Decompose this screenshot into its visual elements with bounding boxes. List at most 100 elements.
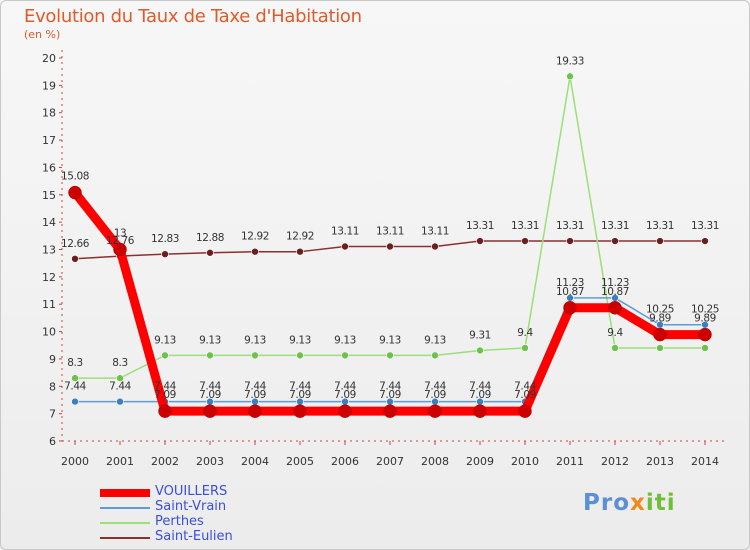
- legend-swatch-saint-vrain: [100, 507, 150, 509]
- data-point: [203, 404, 217, 418]
- data-label: 7.09: [469, 389, 491, 401]
- logo-part-1: Pro: [583, 490, 631, 516]
- chart-title: Evolution du Taux de Taxe d'Habitation: [24, 6, 362, 27]
- data-label: 7.09: [244, 389, 266, 401]
- data-point: [251, 351, 259, 360]
- data-label: 15.08: [61, 171, 89, 183]
- data-label: 9.13: [334, 334, 356, 346]
- data-label: 10.87: [601, 286, 629, 298]
- data-point: [476, 346, 484, 355]
- data-point: [296, 247, 304, 256]
- data-point: [161, 250, 169, 258]
- data-label: 7.09: [289, 389, 311, 401]
- y-tick-label: 8: [49, 380, 56, 393]
- data-point: [698, 327, 712, 342]
- data-point: [248, 404, 262, 418]
- logo-part-3: iti: [645, 490, 676, 516]
- data-label: 12.83: [151, 233, 179, 245]
- data-label: 9.13: [289, 334, 311, 346]
- data-label: 12.76: [106, 235, 135, 247]
- data-label: 8.3: [112, 357, 128, 369]
- data-point: [701, 344, 709, 352]
- data-point: [386, 242, 394, 251]
- x-tick-label: 2009: [466, 455, 494, 468]
- data-label: 12.88: [196, 232, 224, 244]
- data-label: 7.44: [334, 381, 356, 393]
- data-point: [521, 237, 529, 245]
- proxiti-logo: Proxiti: [583, 490, 676, 516]
- chart-subtitle: (en %): [24, 28, 61, 41]
- data-label: 7.09: [379, 389, 401, 401]
- data-point: [431, 351, 439, 360]
- data-label: 10.25: [691, 304, 719, 316]
- x-tick-label: 2004: [241, 455, 269, 468]
- legend-label-saint-vrain: Saint-Vrain: [155, 499, 227, 514]
- data-label: 7.09: [514, 389, 536, 401]
- data-label: 13: [114, 228, 127, 240]
- data-label: 13.11: [376, 225, 404, 237]
- data-label: 7.44: [424, 381, 446, 393]
- data-point: [341, 351, 349, 360]
- data-point: [113, 242, 127, 257]
- data-point: [206, 351, 214, 360]
- data-label: 12.92: [241, 231, 269, 243]
- data-point: [251, 247, 259, 256]
- data-label: 7.44: [469, 381, 491, 393]
- x-tick-label: 2000: [61, 455, 89, 468]
- data-label: 9.4: [607, 327, 623, 339]
- data-point: [518, 404, 532, 418]
- data-point: [71, 374, 79, 382]
- y-tick-label: 13: [42, 244, 56, 257]
- data-point: [158, 404, 172, 418]
- data-label: 9.31: [469, 329, 491, 341]
- data-label: 13.31: [511, 220, 539, 232]
- data-label: 12.66: [61, 238, 90, 250]
- y-tick-label: 7: [49, 408, 56, 421]
- legend-label-perthes: Perthes: [155, 514, 204, 529]
- y-tick-label: 16: [42, 161, 56, 174]
- y-tick-label: 9: [49, 353, 56, 366]
- data-label: 9.13: [154, 334, 176, 346]
- data-label: 7.44: [109, 381, 131, 393]
- y-tick-label: 15: [42, 189, 56, 202]
- data-label: 7.09: [154, 389, 176, 401]
- data-point: [206, 248, 214, 257]
- data-point: [566, 237, 574, 245]
- x-tick-label: 2012: [601, 455, 629, 468]
- x-tick-label: 2007: [376, 455, 404, 468]
- data-point: [386, 351, 394, 360]
- data-point: [71, 255, 79, 263]
- data-point: [68, 185, 82, 200]
- data-point: [341, 242, 349, 251]
- data-point: [293, 404, 307, 418]
- x-tick-label: 2005: [286, 455, 314, 468]
- y-tick-label: 6: [49, 435, 56, 448]
- data-label: 10.25: [646, 304, 674, 316]
- data-point: [296, 351, 304, 360]
- data-point: [653, 327, 667, 342]
- data-label: 7.44: [289, 381, 311, 393]
- data-label: 9.13: [424, 334, 446, 346]
- y-tick-label: 18: [42, 107, 56, 120]
- x-tick-label: 2006: [331, 455, 359, 468]
- data-point: [566, 72, 574, 81]
- data-point: [338, 404, 352, 418]
- data-point: [608, 301, 622, 315]
- legend-label-saint-eulien: Saint-Eulien: [155, 529, 233, 544]
- data-label: 19.33: [556, 55, 584, 67]
- data-label: 8.3: [67, 357, 83, 369]
- data-point: [521, 344, 529, 352]
- data-label: 13.31: [601, 220, 629, 232]
- y-tick-label: 14: [42, 216, 56, 229]
- x-tick-label: 2002: [151, 455, 179, 468]
- x-tick-label: 2014: [691, 455, 719, 468]
- data-point: [656, 237, 664, 245]
- data-label: 7.09: [334, 389, 356, 401]
- data-label: 7.44: [64, 381, 86, 393]
- data-label: 9.13: [199, 334, 221, 346]
- data-point: [656, 344, 664, 352]
- data-label: 10.87: [556, 286, 584, 298]
- data-point: [116, 374, 124, 382]
- legend-swatch-saint-eulien: [100, 537, 150, 539]
